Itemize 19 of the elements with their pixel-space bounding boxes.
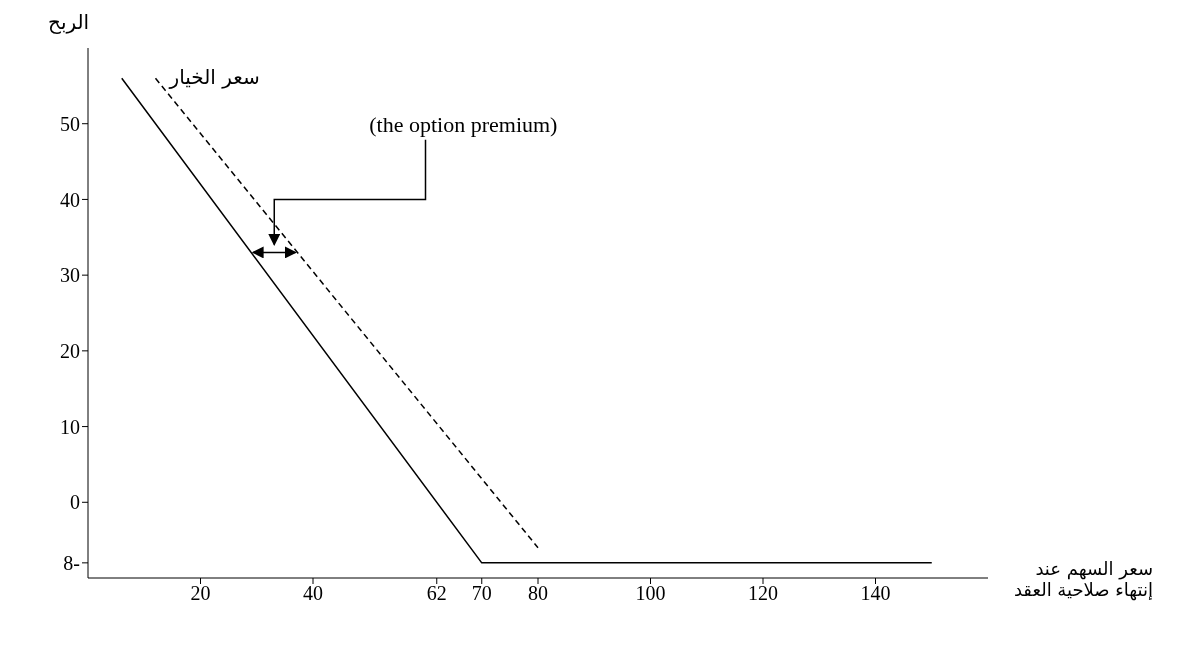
x-tick-label: 40 bbox=[303, 582, 323, 605]
y-tick-label: 30 bbox=[60, 264, 80, 287]
x-tick-label: 100 bbox=[635, 582, 666, 605]
y-tick-label: 0 bbox=[70, 491, 80, 514]
x-tick-label: 140 bbox=[860, 582, 891, 605]
x-tick-label: 120 bbox=[748, 582, 778, 605]
x-tick-label: 70 bbox=[471, 582, 492, 605]
y-tick-label: 20 bbox=[60, 339, 80, 362]
annotation: (the option premium) bbox=[369, 111, 558, 138]
x-tick-label: 20 bbox=[190, 582, 211, 605]
series-label: سعر الخيار bbox=[168, 65, 260, 90]
x-tick-label: 80 bbox=[528, 582, 548, 605]
y-tick-label: 50 bbox=[60, 112, 80, 135]
y-tick-label: 40 bbox=[60, 188, 80, 211]
y-tick-label: 10 bbox=[60, 415, 80, 438]
x-tick-label: 62 bbox=[426, 582, 447, 605]
y-axis-title: الربح bbox=[48, 10, 90, 34]
x-axis-title: سعر السهم عند إنتهاء صلاحية العقد bbox=[1012, 558, 1153, 600]
y-tick-label: 8- bbox=[63, 551, 80, 574]
